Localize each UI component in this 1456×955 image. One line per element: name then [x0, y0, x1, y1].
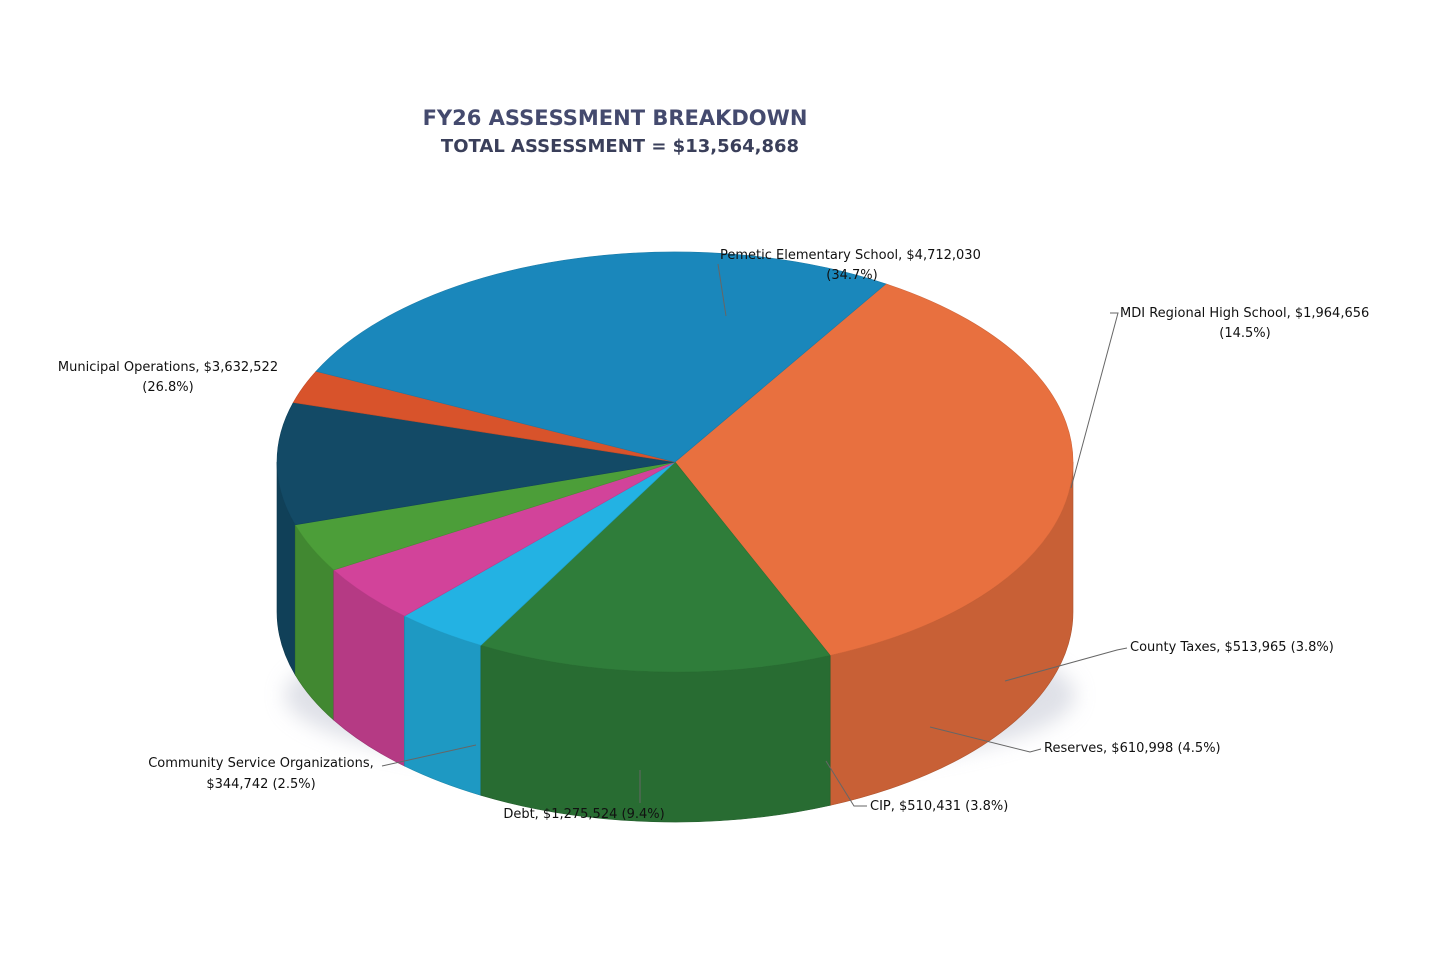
slice-label-mdi-regional-high-school-line-2: (14.5%): [1219, 326, 1270, 341]
pie-side-county-taxes: [404, 615, 482, 796]
slice-label-county-taxes-line-1: County Taxes, $513,965 (3.8%): [1130, 640, 1334, 655]
slice-label-community-service-organizations-line-1: Community Service Organizations,: [148, 756, 374, 771]
chart-subtitle: TOTAL ASSESSMENT = $13,564,868: [441, 136, 799, 157]
pie-slice-debt[interactable]: [276, 402, 676, 526]
leader-line-mdi-regional-high-school: [1070, 312, 1119, 489]
slice-label-mdi-regional-high-school-line-1: MDI Regional High School, $1,964,656: [1120, 306, 1369, 321]
slice-label-debt-line-1: Debt, $1,275,524 (9.4%): [503, 807, 664, 822]
pie-top: [276, 251, 1074, 673]
pie-slice-mdi-regional-high-school[interactable]: [480, 461, 831, 673]
chart-title: FY26 ASSESSMENT BREAKDOWN: [423, 106, 808, 130]
slice-label-municipal-operations-line-2: (26.8%): [142, 380, 193, 395]
slice-labels: Pemetic Elementary School, $4,712,030 (34…: [58, 248, 1369, 822]
leader-line-community-service-organizations: [381, 744, 477, 767]
slice-label-cip-line-1: CIP, $510,431 (3.8%): [870, 799, 1008, 814]
slice-label-pemetic-elementary-school-line-2: (34.7%): [826, 268, 877, 283]
leader-line-reserves: [929, 726, 1042, 753]
leader-lines: [381, 263, 1128, 807]
leader-line-county-taxes: [1004, 647, 1128, 682]
pie-sides: [276, 461, 1074, 823]
pie-slice-pemetic-elementary-school[interactable]: [674, 283, 1074, 656]
leader-line-pemetic-elementary-school: [717, 263, 727, 317]
leader-line-cip: [825, 760, 867, 807]
slice-label-reserves-line-1: Reserves, $610,998 (4.5%): [1044, 741, 1221, 756]
slice-label-community-service-organizations-line-2: $344,742 (2.5%): [206, 777, 315, 792]
slice-label-pemetic-elementary-school-line-1: Pemetic Elementary School, $4,712,030: [720, 248, 981, 263]
pie-slice-municipal-operations[interactable]: [315, 251, 887, 463]
slice-label-municipal-operations-line-1: Municipal Operations, $3,632,522: [58, 360, 278, 375]
